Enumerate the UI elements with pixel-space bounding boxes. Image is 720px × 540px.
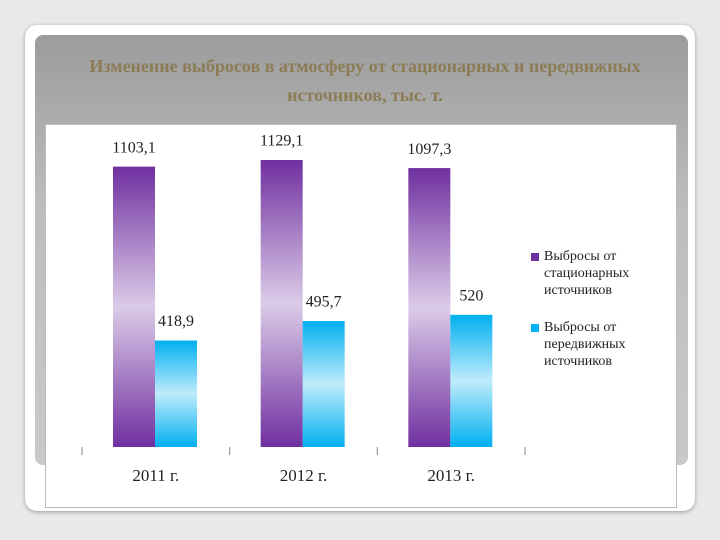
value-label: 1103,1 [112,139,155,156]
legend-swatch [531,253,539,261]
legend-label: Выбросы от стационарных источников [544,249,630,298]
legend-swatch [531,324,539,332]
bar [408,168,451,448]
legend: Выбросы от стационарных источников Выброс… [528,248,673,390]
x-tick-label: 2011 г. [132,466,179,485]
bar [302,321,345,447]
chart-title: Изменение выбросов в атмосферу от стацио… [89,56,641,105]
value-label: 495,7 [306,294,342,311]
legend-item: Выбросы от передвижных источников [528,319,673,370]
x-tick-label: 2012 г. [280,466,328,485]
legend-item: Выбросы от стационарных источников [528,248,673,299]
bar [260,160,303,447]
value-label: 1097,3 [407,141,451,158]
bar [155,340,197,447]
value-label: 418,9 [158,313,194,330]
value-label: 520 [459,288,483,305]
bar [113,166,155,447]
legend-label: Выбросы от передвижных источников [544,320,626,369]
value-label: 1129,1 [260,133,303,150]
x-tick-label: 2013 г. [427,466,475,485]
bar [450,314,493,447]
